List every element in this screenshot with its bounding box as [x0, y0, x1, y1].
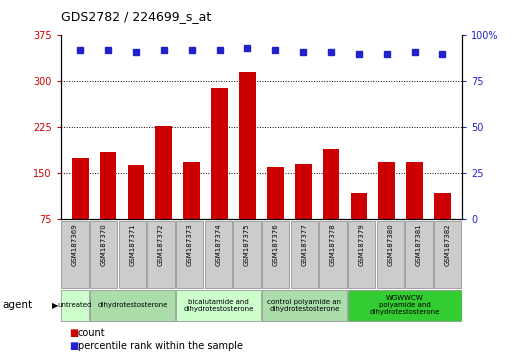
Text: GDS2782 / 224699_s_at: GDS2782 / 224699_s_at [61, 10, 211, 23]
Bar [262, 290, 347, 321]
Bar [100, 152, 117, 219]
Bar [233, 221, 261, 288]
Bar [239, 72, 256, 219]
Text: control polyamide an
dihydrotestosterone: control polyamide an dihydrotestosterone [267, 299, 342, 312]
Text: WGWWCW
polyamide and
dihydrotestosterone: WGWWCW polyamide and dihydrotestosterone [370, 295, 440, 315]
Bar [61, 290, 89, 321]
Bar [319, 221, 347, 288]
Text: GSM187376: GSM187376 [272, 223, 279, 266]
Text: count: count [78, 328, 105, 338]
Text: GSM187382: GSM187382 [445, 223, 451, 266]
Bar [147, 221, 175, 288]
Bar [90, 290, 175, 321]
Text: ▶: ▶ [52, 301, 58, 310]
Bar [119, 221, 146, 288]
Text: agent: agent [3, 300, 33, 310]
Text: GSM187372: GSM187372 [158, 223, 164, 266]
Text: GSM187380: GSM187380 [388, 223, 393, 266]
Bar [61, 221, 89, 288]
Bar [323, 149, 340, 219]
Text: ■: ■ [69, 341, 78, 351]
Bar [183, 162, 200, 219]
Bar [290, 221, 318, 288]
Text: GSM187371: GSM187371 [129, 223, 135, 266]
Bar [155, 126, 172, 219]
Bar [348, 221, 375, 288]
Text: bicalutamide and
dihydrotestosterone: bicalutamide and dihydrotestosterone [183, 299, 253, 312]
Bar [128, 165, 144, 219]
Bar [211, 87, 228, 219]
Text: untreated: untreated [58, 302, 92, 308]
Text: GSM187374: GSM187374 [215, 223, 221, 266]
Text: GSM187379: GSM187379 [359, 223, 365, 266]
Bar [204, 221, 232, 288]
Bar [405, 221, 433, 288]
Bar [434, 221, 461, 288]
Bar [262, 221, 289, 288]
Bar [434, 193, 451, 219]
Bar [90, 221, 118, 288]
Bar [376, 221, 404, 288]
Bar [176, 290, 261, 321]
Text: GSM187369: GSM187369 [72, 223, 78, 266]
Text: percentile rank within the sample: percentile rank within the sample [78, 341, 243, 351]
Text: GSM187373: GSM187373 [187, 223, 193, 266]
Text: ■: ■ [69, 328, 78, 338]
Bar [351, 193, 367, 219]
Bar [379, 162, 395, 219]
Bar [347, 290, 461, 321]
Bar [267, 167, 284, 219]
Text: GSM187375: GSM187375 [244, 223, 250, 266]
Bar [72, 158, 89, 219]
Text: GSM187377: GSM187377 [301, 223, 307, 266]
Bar [176, 221, 203, 288]
Text: GSM187378: GSM187378 [330, 223, 336, 266]
Text: GSM187381: GSM187381 [416, 223, 422, 266]
Text: GSM187370: GSM187370 [101, 223, 107, 266]
Bar [406, 162, 423, 219]
Bar [295, 164, 312, 219]
Text: dihydrotestosterone: dihydrotestosterone [97, 302, 167, 308]
